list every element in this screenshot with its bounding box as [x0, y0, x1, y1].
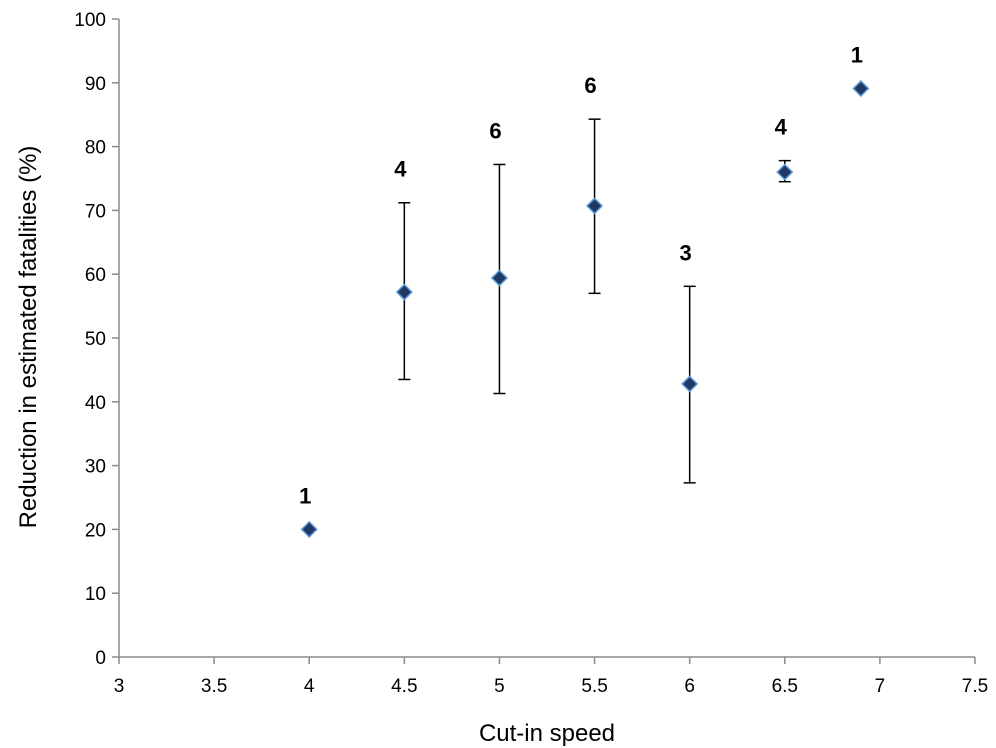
data-point: [776, 163, 794, 181]
data-point: [490, 269, 509, 287]
data-point: [681, 375, 699, 393]
sample-size-label: 1: [299, 483, 311, 508]
x-ticks: 3 3.5 4 4.5 5 5.5 6 6.5 7 7.5: [114, 657, 988, 697]
sample-size-label: 6: [489, 118, 501, 143]
x-tick-label: 3: [114, 676, 125, 697]
axes: [118, 19, 975, 658]
sample-size-label: 6: [584, 73, 596, 98]
y-tick-label: 80: [85, 138, 106, 159]
x-tick-label: 5: [494, 676, 505, 697]
y-tick-label: 70: [85, 201, 106, 222]
y-tick-label: 20: [85, 520, 106, 541]
x-tick-label: 4: [304, 676, 315, 697]
y-axis-title: Reduction in estimated fatalities (%): [15, 146, 42, 529]
x-tick-label: 6: [684, 676, 695, 697]
y-tick-label: 50: [85, 329, 106, 350]
error-bars: [398, 118, 791, 484]
sample-size-label: 1: [851, 43, 863, 68]
sample-size-labels: 1 4 6 6 3 4 1: [299, 43, 863, 509]
x-axis-title: Cut-in speed: [479, 720, 615, 747]
data-point: [395, 283, 413, 301]
y-tick-label: 0: [95, 648, 106, 669]
sample-size-label: 3: [680, 240, 692, 265]
data-markers: [300, 79, 870, 538]
sample-size-label: 4: [775, 115, 788, 140]
x-tick-label: 7: [875, 676, 886, 697]
x-tick-label: 6.5: [772, 676, 798, 697]
y-tick-label: 100: [74, 10, 106, 31]
y-tick-label: 10: [85, 584, 106, 605]
x-tick-label: 3.5: [201, 676, 227, 697]
data-point: [300, 520, 318, 538]
data-point: [852, 79, 870, 98]
y-ticks: 0 10 20 30 40 50 60 70 80 90 100: [74, 10, 119, 669]
y-tick-label: 30: [85, 457, 106, 478]
y-tick-label: 60: [85, 265, 106, 286]
y-tick-label: 40: [85, 393, 106, 414]
data-point: [585, 197, 604, 215]
y-tick-label: 90: [85, 74, 106, 95]
sample-size-label: 4: [394, 157, 407, 182]
x-tick-label: 7.5: [962, 676, 988, 697]
x-tick-label: 5.5: [581, 676, 607, 697]
x-tick-label: 4.5: [391, 676, 417, 697]
